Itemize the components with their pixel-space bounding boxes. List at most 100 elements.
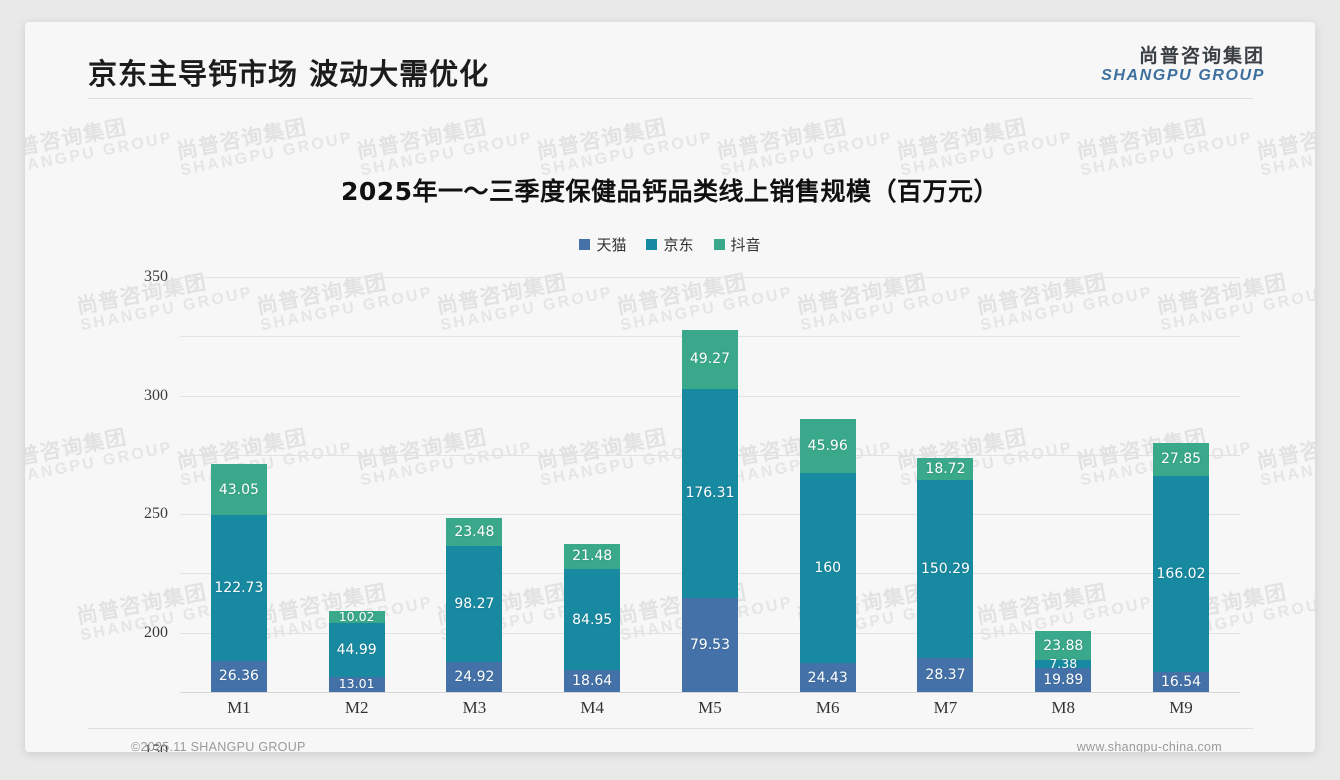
bar-segment-天猫-M8[interactable]: 19.89 [1035,668,1092,692]
bar-group-M4[interactable]: 21.48 84.95 18.64 [564,277,621,692]
bar-segment-京东-M8[interactable]: 7.38 [1035,655,1092,671]
bar-group-M2[interactable]: 10.02 44.99 13.01 [328,277,385,692]
chart-title: 2025年一～三季度保健品钙品类线上销售规模（百万元） [340,177,1000,206]
bar-segment-天猫-M2[interactable]: 13.01 [328,676,385,692]
legend-label: 抖音 [730,236,761,254]
bar-value-label: 18.64 [572,672,613,689]
bar-value-label: 23.88 [1043,637,1084,654]
bar-segment-京东-M5[interactable]: 176.31 [681,388,738,598]
bar-value-label: 24.92 [454,669,495,686]
bar-segment-天猫-M3[interactable]: 24.92 [446,662,503,692]
bar-segment-抖音-M3[interactable]: 23.48 [446,518,503,546]
y-axis-tick-label: 300 [144,386,168,404]
y-axis-tick-label: 350 [144,268,168,285]
bar-group-M3[interactable]: 23.48 98.27 24.92 [446,277,503,692]
bar-segment-京东-M6[interactable]: 160 [799,473,856,664]
x-axis-label-M4: M4 [580,698,604,717]
footer-website[interactable]: www.shangpu-china.com [1076,740,1222,752]
bar-value-label: 166.02 [1156,565,1206,582]
gridline: 0 [180,692,1240,693]
y-axis-tick-label: 200 [144,623,168,641]
bar-group-M9[interactable]: 27.85 166.02 16.54 [1153,277,1209,692]
bar-segment-抖音-M1[interactable]: 43.05 [210,464,267,516]
gridline: 350 [144,268,1240,285]
x-axis-label-M8: M8 [1051,698,1076,717]
bar-segment-抖音-M7[interactable]: 18.72 [917,458,974,481]
bar-segment-天猫-M6[interactable]: 24.43 [799,663,856,692]
bar-group-M1[interactable]: 43.05 122.73 26.36 [210,277,267,692]
slide-header: 京东主导钙市场 波动大需优化 尚普咨询集团 SHANGPU GROUP [25,22,1315,98]
x-axis-label-M6: M6 [815,698,840,717]
x-axis-labels: M1 M2 M3 M4 M5 M6 M7 M8 M9 [180,698,1240,718]
chart-legend: 天猫 京东 抖音 [25,234,1315,255]
bar-segment-抖音-M9[interactable]: 27.85 [1153,442,1209,476]
bar-value-label: 176.31 [685,485,735,502]
x-axis-label-M2: M2 [344,698,369,717]
legend-label: 天猫 [596,236,627,254]
bar-group-M6[interactable]: 45.96 160 24.43 [799,277,856,692]
bar-value-label: 28.37 [925,667,966,684]
legend-item-京东[interactable]: 京东 [646,234,694,255]
bar-segment-天猫-M9[interactable]: 16.54 [1153,672,1209,692]
bar-segment-抖音-M8[interactable]: 23.88 [1035,631,1092,660]
bar-value-label: 44.99 [336,641,377,658]
x-axis-label-M9: M9 [1169,698,1193,717]
bar-group-M5[interactable]: 49.27 176.31 79.53 [681,277,738,692]
legend-swatch-icon [713,239,725,250]
bar-segment-天猫-M5[interactable]: 79.53 [681,597,738,692]
bar-value-label: 16.54 [1160,674,1202,691]
x-axis-label-M5: M5 [698,698,722,717]
bar-value-label: 23.48 [454,524,495,541]
y-axis-tick-label: 250 [144,505,168,523]
bar-segment-天猫-M1[interactable]: 26.36 [210,660,267,692]
bar-series-container: 43.05 122.73 26.36 10.02 44.99 13.01 23.48 98.2… [180,277,1240,692]
brand-logo: 尚普咨询集团 SHANGPU GROUP [1101,45,1265,85]
bar-value-label: 24.43 [807,669,848,686]
bar-segment-京东-M7[interactable]: 150.29 [917,480,974,659]
bar-value-label: 122.73 [214,579,264,596]
y-axis-tick-label: 150 [144,742,168,752]
bar-value-label: 7.38 [1049,655,1078,671]
logo-chinese-text: 尚普咨询集团 [1138,45,1265,67]
bar-value-label: 45.96 [807,438,848,455]
x-axis-label-M7: M7 [933,698,958,717]
logo-english-text: SHANGPU GROUP [1101,67,1265,85]
x-axis-label-M1: M1 [227,698,251,717]
bar-segment-天猫-M7[interactable]: 28.37 [917,658,974,692]
bar-value-label: 150.29 [920,561,970,578]
bar-value-label: 10.02 [338,609,375,625]
bar-segment-抖音-M5[interactable]: 49.27 [681,330,738,389]
slide-card: 尚普咨询集团 SHANGPU GROUP 尚普咨询集团 SHANGPU GROUP 尚普… [25,22,1315,752]
bar-value-label: 27.85 [1160,451,1202,468]
bar-group-M8[interactable]: 23.88 7.38 19.89 [1035,277,1092,692]
bar-segment-京东-M1[interactable]: 122.73 [210,515,267,661]
bar-segment-京东-M4[interactable]: 84.95 [564,569,621,670]
legend-swatch-icon [646,239,658,250]
bar-segment-抖音-M4[interactable]: 21.48 [564,543,621,570]
bar-segment-天猫-M4[interactable]: 18.64 [564,669,621,692]
legend-item-抖音[interactable]: 抖音 [713,234,761,255]
bar-value-label: 26.36 [218,668,259,685]
bar-segment-抖音-M2[interactable]: 10.02 [328,609,385,625]
bar-segment-京东-M9[interactable]: 166.02 [1153,475,1209,673]
page-title: 京东主导钙市场 波动大需优化 [88,57,490,91]
bar-value-label: 84.95 [572,611,613,628]
bar-value-label: 43.05 [218,481,259,498]
bar-group-M7[interactable]: 18.72 150.29 28.37 [917,277,974,692]
bar-segment-京东-M3[interactable]: 98.27 [446,545,503,663]
bar-segment-抖音-M6[interactable]: 45.96 [799,418,856,474]
legend-item-天猫[interactable]: 天猫 [579,234,626,255]
footer-copyright: ©2025.11 SHANGPU GROUP [131,740,306,752]
bar-segment-京东-M2[interactable]: 44.99 [328,623,385,677]
